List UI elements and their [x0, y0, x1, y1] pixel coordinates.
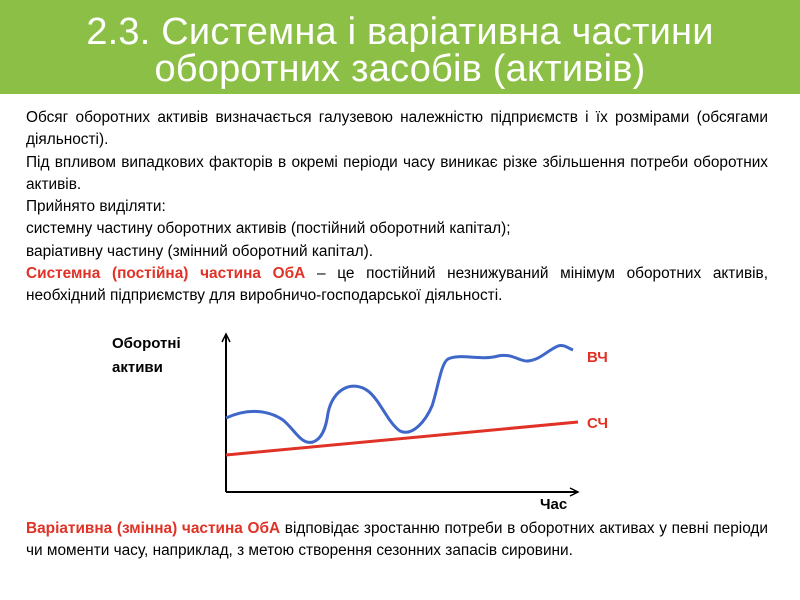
paragraph-scale: Обсяг оборотних активів визначається гал… [26, 109, 768, 149]
paragraph-variable-part: варіативну частину (змінний оборотний ка… [26, 242, 374, 260]
body-text: Обсяг оборотних активів визначається гал… [26, 107, 768, 308]
y-axis [221, 332, 231, 492]
slide-title-line-1: 2.3. Системна і варіативна частини [86, 11, 714, 53]
x-axis-label: Час [540, 496, 567, 513]
system-part-definition: – це постійний незнижуваний мінімум обор… [26, 265, 768, 305]
working-capital-diagram: Оборотні активи Час ВЧ СЧ [112, 332, 608, 513]
slide-title-line-2: оборотних засобів (активів) [154, 48, 646, 90]
variable-part-label: ВЧ [587, 349, 608, 366]
variable-part-curve [225, 344, 574, 444]
system-part-label: СЧ [587, 415, 608, 432]
system-part-term: Системна (постійна) частина ОбА [26, 265, 306, 283]
paragraph-system-definition: Системна (постійна) частина ОбА – це пос… [26, 263, 768, 308]
paragraph-variable-definition: Варіативна (змінна) частина ОбА відповід… [26, 518, 768, 563]
variable-part-term: Варіативна (змінна) частина ОбА [26, 520, 281, 537]
bottom-text: Варіативна (змінна) частина ОбА відповід… [26, 518, 768, 563]
variable-part-definition: відповідає зростанню потреби в оборотних… [26, 520, 768, 560]
slide-title: 2.3. Системна і варіативна частини оборо… [0, 11, 800, 90]
y-axis-label-line-2: активи [112, 359, 163, 376]
x-axis [226, 487, 580, 497]
title-banner: 2.3. Системна і варіативна частини оборо… [0, 0, 800, 94]
system-part-line [225, 420, 579, 457]
paragraph-random-factors: Під впливом випадкових факторів в окремі… [26, 153, 768, 193]
y-axis-label-line-1: Оборотні [112, 335, 181, 352]
paragraph-accepted: Прийнято виділяти: [26, 198, 166, 216]
paragraph-system-part: системну частину оборотних активів (пост… [26, 220, 511, 238]
